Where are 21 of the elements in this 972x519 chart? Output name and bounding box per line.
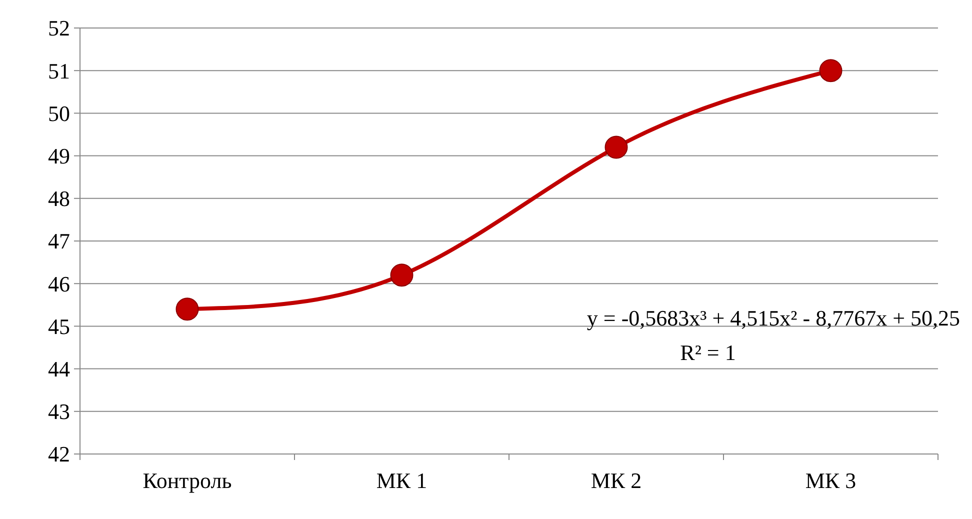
y-tick-label: 50: [48, 100, 70, 126]
point: [604, 136, 628, 159]
annotation: y = -0,5683x³ + 4,515x² - 8,7767x + 50,25: [586, 306, 960, 331]
annotation: R² = 1: [680, 340, 736, 365]
y-tick-label: 45: [48, 314, 70, 339]
y-tick-label: 47: [48, 228, 70, 254]
y-tick-label: 51: [48, 58, 70, 84]
y-tick-label: 46: [48, 271, 70, 296]
x-tick-label: МК 3: [805, 468, 856, 493]
y-tick-label: 43: [48, 399, 70, 424]
y-tick-label: 44: [48, 356, 70, 382]
x-tick-label: Контроль: [142, 468, 232, 493]
y-tick-label: 49: [48, 144, 70, 168]
x-tick-label: МК 2: [590, 468, 642, 493]
x-tick-label: МК 1: [376, 468, 428, 493]
point: [390, 264, 414, 287]
y-tick-label: 52: [48, 16, 70, 41]
y-tick-label: 48: [48, 186, 70, 212]
point: [176, 298, 199, 321]
y-tick-label: 42: [48, 442, 70, 467]
point: [819, 59, 842, 82]
